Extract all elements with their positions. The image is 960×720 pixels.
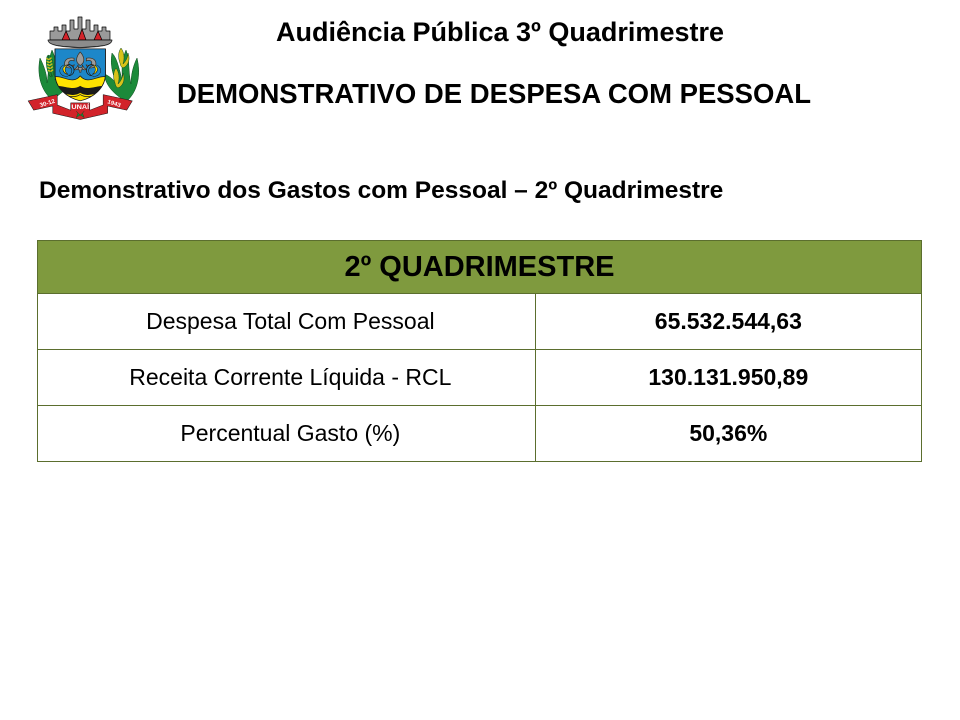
svg-text:UNAÍ: UNAÍ xyxy=(71,102,90,111)
